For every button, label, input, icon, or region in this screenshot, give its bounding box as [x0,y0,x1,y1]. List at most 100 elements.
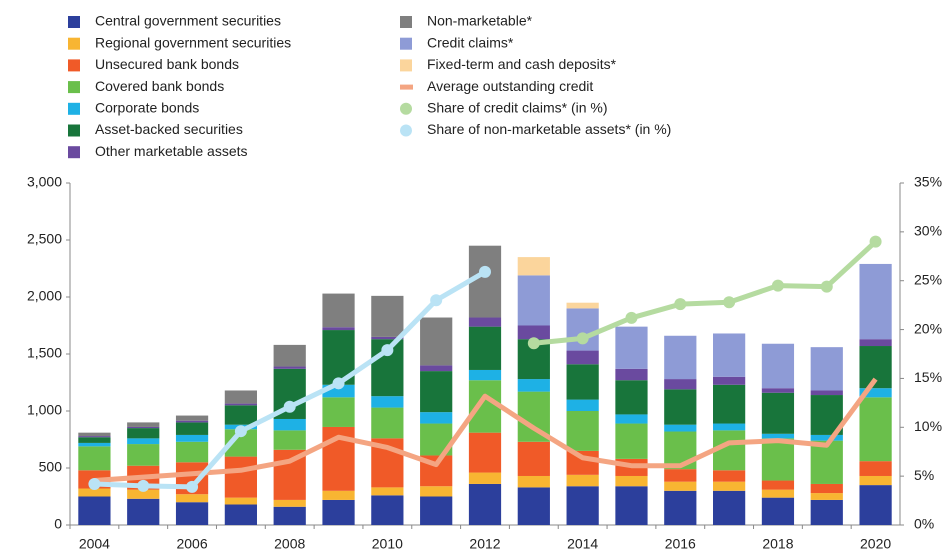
bar-segment [664,389,697,425]
legend-swatch [400,124,412,137]
bar-segment [761,343,795,389]
bar-segment [371,487,404,496]
bar-segment [127,489,160,499]
legend-swatch [68,124,80,137]
bar-segment [78,442,111,447]
line-marker [771,279,784,292]
bar-segment [810,499,843,525]
line [94,377,878,484]
line-marker [137,479,150,492]
legend-label: Regional government securities [95,34,291,50]
bar-segment [127,426,160,429]
legend-label: Asset-backed securities [95,121,243,137]
bar-segment [322,397,355,427]
line-marker [430,294,443,307]
y2-tick-label: 10% [914,418,942,434]
legend-swatch [68,16,80,28]
bar-segment [517,487,550,525]
bar-segment [566,450,599,475]
legend-swatch [68,37,80,50]
legend-swatch [400,59,412,72]
bar-segment [322,327,355,331]
bar-segment [713,423,746,431]
bar-segment [420,317,453,366]
y2-tick-label: 30% [914,223,942,239]
bar-segment [517,379,550,392]
bar-segment [468,369,502,381]
bar-segment [273,506,306,525]
y2-tick-label: 15% [914,369,942,385]
bar-segment [224,390,257,404]
bar-segment [224,405,257,425]
bar-segment [420,496,453,525]
bar-segment [859,263,892,340]
bar-segment [713,376,746,385]
legend-label: Credit claims* [427,34,514,50]
legend-swatch [400,37,412,50]
bar-segment [615,368,648,381]
legend-label: Other marketable assets [95,143,248,159]
bar-segment [273,418,306,431]
bar-segment [273,499,306,507]
bar-segment [810,440,843,484]
y-tick-label: 3,000 [27,174,62,190]
bar-segment [859,475,892,486]
y-tick-label: 1,500 [27,345,62,361]
y-tick-label: 2,500 [27,231,62,247]
bar-segment [322,499,355,525]
x-tick-label: 2010 [372,536,403,552]
bar-segment [566,302,599,309]
legend-swatch [400,102,412,115]
y2-tick-label: 5% [914,467,934,483]
bar-segment [517,325,550,340]
y-tick-label: 1,000 [27,402,62,418]
y-tick-label: 500 [39,459,63,475]
bar-segment [664,379,697,390]
line-marker [625,311,638,324]
x-tick-label: 2018 [762,536,793,552]
bar-segment [664,481,697,491]
x-tick-label: 2020 [860,536,891,552]
bar-segment [566,350,599,365]
bar-segment [859,339,892,347]
line-marker [88,477,101,490]
bar-segment [175,415,209,421]
bar-segment [224,497,257,505]
bar-segment [78,496,111,525]
bar-segment [761,497,795,525]
bar-segment [810,390,843,396]
bar-segment [566,486,599,525]
bar-segment [468,432,502,473]
bar-segment [859,461,892,476]
bar-segment [468,483,502,525]
bar-segment [273,344,306,367]
bar-segment [810,434,843,441]
x-tick-label: 2008 [274,536,305,552]
bar-segment [713,490,746,525]
legend-label: Share of credit claims* (in %) [427,100,608,116]
bar-segment [810,347,843,391]
bar-segment [615,486,648,525]
bar-segment [468,317,502,327]
legend-label: Non-marketable* [427,13,533,29]
bar-segment [371,396,404,408]
y-tick-label: 2,000 [27,288,62,304]
bar-segment [761,489,795,498]
line-marker [674,298,687,311]
line-marker [479,265,491,278]
bar-segment [566,364,599,400]
bar-segment [859,397,892,462]
legend-label: Share of non-marketable assets* (in %) [427,121,671,137]
bar-segment [224,403,257,406]
bar-segment [420,486,453,497]
bar-segment [78,446,111,471]
x-tick-label: 2014 [567,536,598,552]
bar-segment [468,245,502,318]
bar-segment [566,474,599,487]
bar-segment [78,488,111,497]
bar-segment [175,422,209,435]
bar-segment [517,475,550,488]
bar-segment [615,380,648,415]
y2-tick-label: 35% [914,174,942,190]
